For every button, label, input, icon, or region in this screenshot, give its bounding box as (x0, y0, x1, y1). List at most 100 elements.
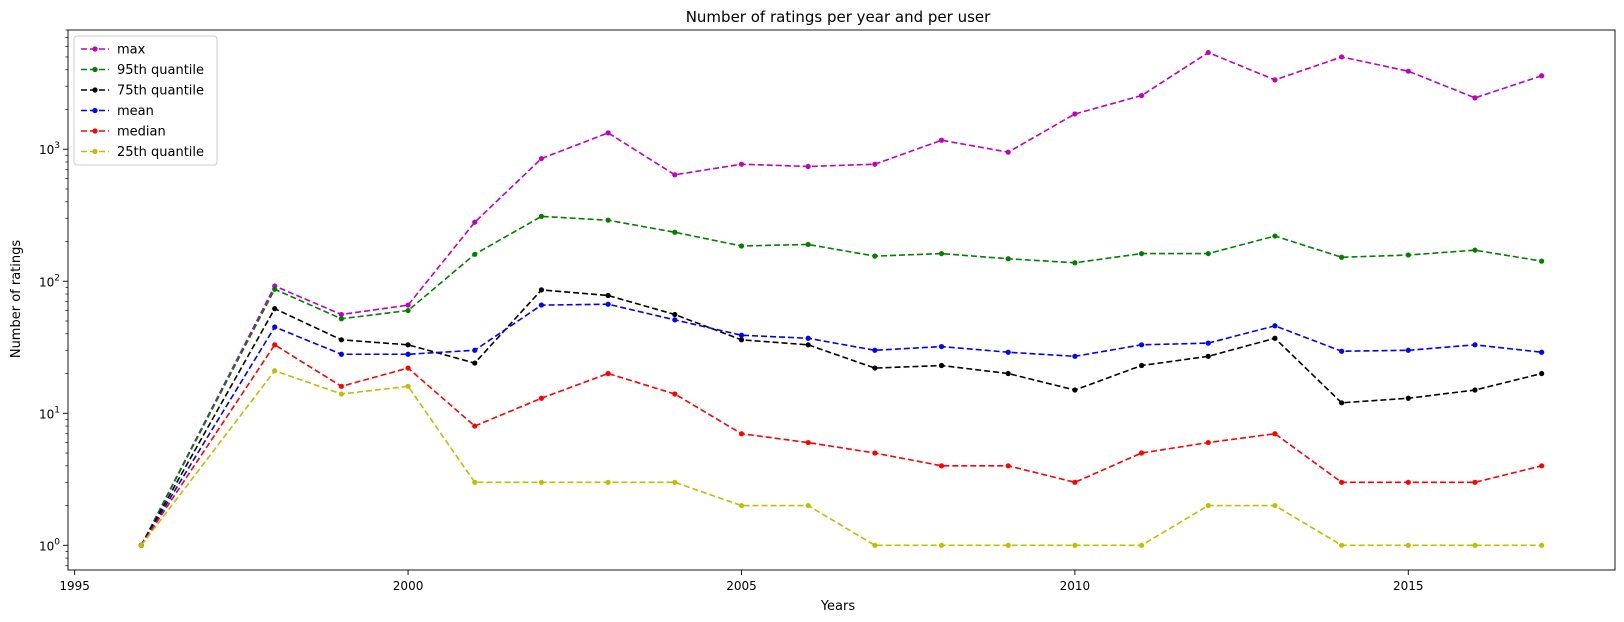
data-point (672, 172, 678, 178)
data-point (1405, 395, 1411, 401)
data-point (805, 502, 811, 509)
x-tick-label: 2015 (1393, 579, 1424, 593)
data-point (872, 253, 878, 259)
data-point (1272, 502, 1278, 509)
data-point (605, 370, 611, 377)
legend-item: mean (81, 104, 154, 119)
series-25th-quantile (138, 368, 1545, 548)
data-point (405, 383, 411, 389)
data-point (605, 292, 611, 299)
series-line (140, 51, 1542, 546)
data-point (1005, 463, 1011, 469)
series-mean (138, 301, 1545, 548)
data-point (405, 351, 411, 357)
data-point (272, 324, 278, 330)
data-point (1072, 111, 1078, 117)
legend-swatch-marker (92, 46, 98, 52)
legend-label: 25th quantile (117, 145, 204, 160)
data-point (938, 343, 945, 350)
data-point (1138, 450, 1145, 456)
data-point (272, 306, 278, 312)
data-point (938, 250, 945, 257)
data-point (272, 342, 278, 348)
data-point (938, 542, 945, 548)
data-point (538, 479, 545, 485)
data-point (1272, 323, 1278, 329)
y-tick-label: 100 (39, 537, 60, 553)
data-point (1272, 431, 1278, 437)
data-point (1205, 340, 1211, 346)
data-point (1072, 542, 1078, 548)
plot-area: 1995 2000 2005 2010 2015 100 101 102 103 max 95th … (39, 29, 1616, 593)
data-point (605, 479, 611, 485)
legend-box (73, 35, 218, 166)
legend-item: 95th quantile (81, 63, 204, 78)
data-point (1539, 463, 1545, 469)
data-point (272, 286, 278, 292)
data-point (1138, 250, 1145, 257)
data-point (1472, 542, 1478, 548)
data-point (1072, 387, 1078, 393)
data-point (405, 307, 411, 314)
data-point (738, 502, 745, 509)
x-axis-label: Years (820, 599, 856, 614)
data-point (938, 137, 945, 143)
data-point (338, 311, 344, 318)
data-point (338, 351, 344, 357)
axes-frame (67, 29, 1616, 571)
legend-label: median (117, 125, 166, 140)
data-point (538, 155, 545, 162)
data-point (1405, 347, 1411, 353)
data-point (538, 302, 545, 308)
data-point (1005, 349, 1011, 355)
data-point (1205, 353, 1211, 359)
legend-item: 75th quantile (81, 84, 204, 99)
data-point (1339, 254, 1345, 260)
y-tick-label: 102 (39, 273, 60, 289)
data-point (872, 347, 878, 353)
legend-swatch-marker (92, 128, 98, 134)
series-line (140, 369, 1542, 547)
data-point (1072, 479, 1078, 485)
data-point (672, 317, 678, 323)
data-point (1405, 542, 1411, 548)
data-point (938, 463, 945, 469)
data-point (672, 479, 678, 485)
data-point (738, 243, 745, 249)
data-point (1472, 479, 1478, 485)
series-line (140, 215, 1542, 546)
data-point (405, 342, 411, 348)
data-point (472, 360, 478, 366)
series-median (138, 342, 1545, 548)
data-point (472, 423, 478, 429)
data-point (138, 542, 144, 548)
data-point (1005, 542, 1011, 548)
data-point (1405, 252, 1411, 258)
x-tick-label: 2000 (393, 579, 424, 593)
data-point (338, 391, 344, 397)
series-95th-quantile (138, 213, 1545, 548)
data-point (1072, 260, 1078, 266)
data-point (1005, 149, 1011, 155)
legend: max 95th quantile 75th quantile mean median 2… (73, 35, 218, 166)
data-point (1138, 362, 1145, 369)
data-point (338, 337, 344, 343)
data-point (1005, 256, 1011, 262)
data-point (1272, 233, 1278, 239)
data-point (1272, 77, 1278, 83)
data-point (1539, 349, 1545, 355)
data-point (1472, 95, 1478, 101)
data-point (805, 439, 811, 446)
legend-swatch-marker (92, 107, 98, 114)
data-point (805, 241, 811, 248)
data-point (805, 335, 811, 341)
data-point (1205, 502, 1211, 509)
legend-item: 25th quantile (81, 145, 204, 160)
legend-label: 95th quantile (117, 63, 204, 78)
data-point (472, 219, 478, 225)
series-line (140, 343, 1542, 546)
data-point (1539, 542, 1545, 548)
y-tick-label: 101 (39, 405, 60, 421)
data-point (1539, 73, 1545, 79)
